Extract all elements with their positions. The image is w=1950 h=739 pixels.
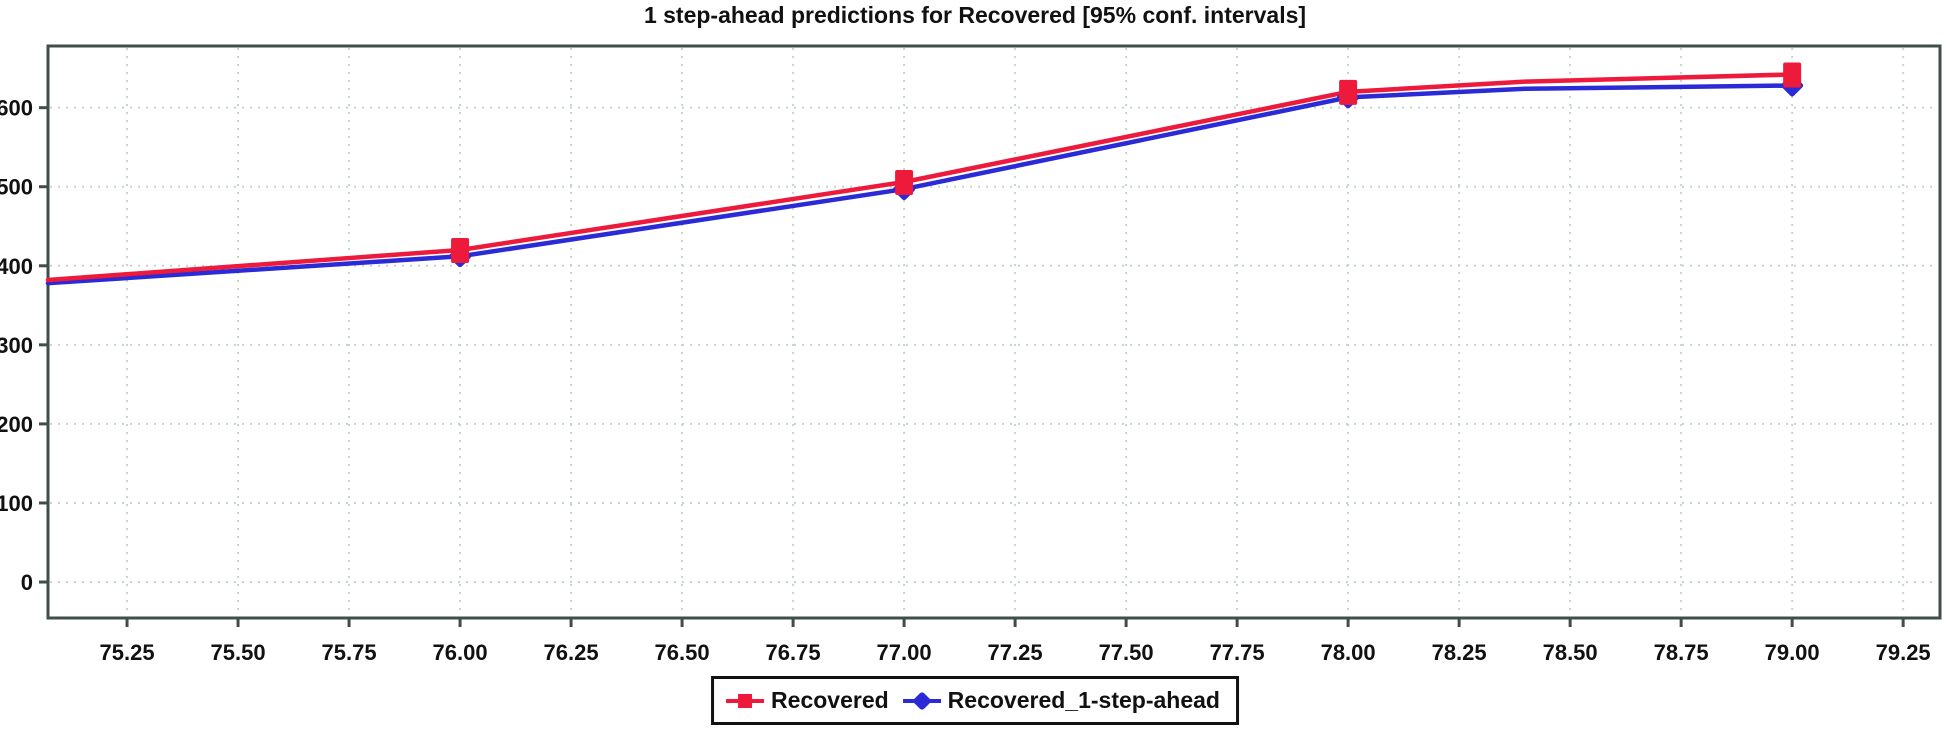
x-tick-label: 77.25 xyxy=(988,640,1043,665)
y-tick-label: 500 xyxy=(0,175,33,200)
y-tick-label: 200 xyxy=(0,412,33,437)
x-tick-label: 75.50 xyxy=(211,640,266,665)
chart-title: 1 step-ahead predictions for Recovered [… xyxy=(643,2,1307,28)
legend-item-recovered: Recovered xyxy=(726,687,889,714)
x-tick-label: 79.25 xyxy=(1876,640,1931,665)
series-line-Recovered xyxy=(45,72,1795,283)
x-tick-label: 78.00 xyxy=(1321,640,1376,665)
legend-box: Recovered Recovered_1-step-ahead xyxy=(711,676,1239,725)
x-tick-label: 77.75 xyxy=(1210,640,1265,665)
x-tick-label: 78.75 xyxy=(1654,640,1709,665)
legend-label-recovered: Recovered xyxy=(771,687,889,713)
y-tick-label: 600 xyxy=(0,96,33,121)
x-tick-label: 75.75 xyxy=(322,640,377,665)
square-marker xyxy=(451,237,470,263)
series-line-Recovered_1-step-ahead xyxy=(45,83,1795,286)
plot-border xyxy=(46,44,1942,620)
x-tick-label: 75.25 xyxy=(100,640,155,665)
red-square-marker-icon xyxy=(726,688,765,714)
blue-diamond-marker-icon xyxy=(902,688,941,714)
x-tick-label: 78.50 xyxy=(1543,640,1598,665)
x-tick-label: 76.25 xyxy=(544,640,599,665)
square-marker xyxy=(1783,62,1802,88)
x-tick-label: 76.75 xyxy=(766,640,821,665)
legend-item-recovered-1-step-ahead: Recovered_1-step-ahead xyxy=(902,687,1220,714)
x-tick-label: 77.50 xyxy=(1099,640,1154,665)
x-tick-label: 76.00 xyxy=(433,640,488,665)
y-tick-label: 100 xyxy=(0,491,33,516)
y-tick-label: 300 xyxy=(0,333,33,358)
x-tick-label: 77.00 xyxy=(877,640,932,665)
x-tick-label: 78.25 xyxy=(1432,640,1487,665)
y-tick-label: 0 xyxy=(21,570,33,595)
x-tick-label: 79.00 xyxy=(1765,640,1820,665)
x-tick-label: 76.50 xyxy=(655,640,710,665)
square-marker xyxy=(1339,79,1358,105)
legend-label-recovered-1-step-ahead: Recovered_1-step-ahead xyxy=(947,687,1220,713)
square-marker xyxy=(895,169,914,195)
y-tick-label: 400 xyxy=(0,254,33,279)
